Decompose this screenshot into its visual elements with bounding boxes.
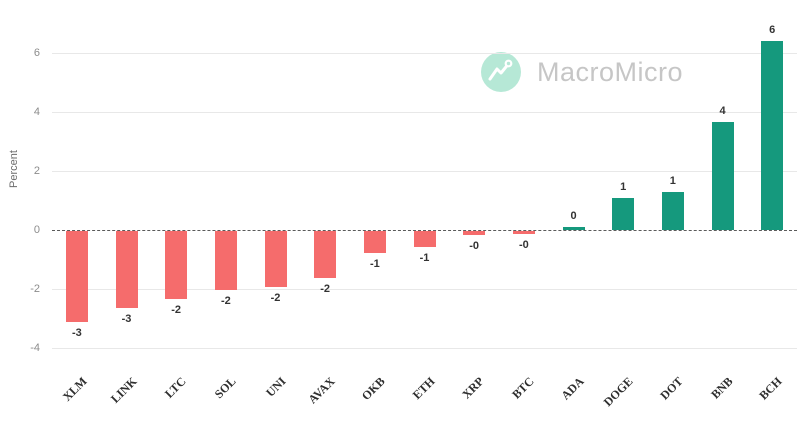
y-tick-label--4: -4 xyxy=(30,342,40,354)
macromicro-watermark: MacroMicro xyxy=(481,52,683,92)
bar-DOGE xyxy=(612,197,635,230)
bar-value-label-BCH: 6 xyxy=(769,24,776,37)
bar-value-label-AVAX: -2 xyxy=(320,283,331,296)
bar-value-label-ADA: 0 xyxy=(570,210,577,222)
bar-BTC xyxy=(512,231,535,234)
macromicro-logo-icon xyxy=(481,52,521,92)
zero-baseline xyxy=(52,230,797,231)
bar-XRP xyxy=(463,231,486,236)
gridline-y4 xyxy=(52,112,797,113)
bar-ADA xyxy=(562,227,585,230)
bar-value-label-DOGE: 1 xyxy=(620,180,627,193)
bar-value-label-BTC: -0 xyxy=(518,239,529,251)
y-tick-label-6: 6 xyxy=(33,47,40,59)
y-tick-label-0: 0 xyxy=(33,224,40,236)
gridline-y2 xyxy=(52,171,797,172)
y-tick-label-2: 2 xyxy=(33,165,40,177)
bar-value-label-OKB: -1 xyxy=(369,258,380,271)
bar-AVAX xyxy=(314,231,337,279)
bar-value-label-DOT: 1 xyxy=(669,174,676,187)
gridline-y-4 xyxy=(52,348,797,349)
bar-value-label-XRP: -0 xyxy=(469,240,480,253)
gridline-y-2 xyxy=(52,289,797,290)
y-tick-label--2: -2 xyxy=(30,283,40,295)
bar-LTC xyxy=(165,231,188,299)
gridline-y6 xyxy=(52,53,797,54)
bar-XLM xyxy=(65,231,88,323)
bar-value-label-UNI: -2 xyxy=(270,292,281,305)
bar-DOT xyxy=(661,191,684,230)
bar-SOL xyxy=(214,231,237,290)
watermark-brand-text: MacroMicro xyxy=(537,57,684,87)
bar-ETH xyxy=(413,231,436,248)
bar-BNB xyxy=(711,122,734,230)
y-tick-label-4: 4 xyxy=(33,106,40,118)
bar-BCH xyxy=(761,41,784,230)
bar-value-label-LTC: -2 xyxy=(171,303,182,316)
bar-value-label-XLM: -3 xyxy=(71,327,82,340)
bar-value-label-SOL: -2 xyxy=(220,295,231,307)
bar-value-label-BNB: 4 xyxy=(719,105,726,118)
bar-UNI xyxy=(264,231,287,288)
bar-LINK xyxy=(115,231,138,308)
bar-value-label-LINK: -3 xyxy=(121,312,132,325)
bar-value-label-ETH: -1 xyxy=(419,252,430,265)
bar-OKB xyxy=(363,231,386,254)
